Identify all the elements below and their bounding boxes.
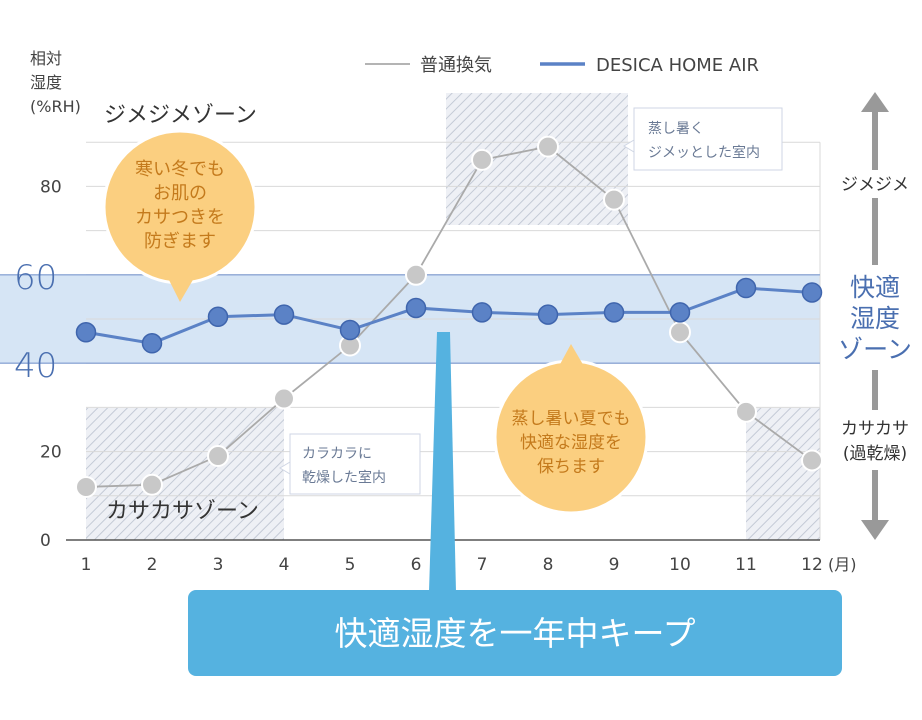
series-2-point-7 [471,302,493,323]
dry-note-tail [279,461,291,475]
x-tick-label-2: 2 [147,555,158,575]
series-2-point-1 [75,322,97,343]
summer-bubble-tail [558,344,585,368]
banner-pointer [429,332,456,592]
x-tick-label-8: 8 [543,555,554,575]
series-2-point-2 [141,333,163,354]
right-label-comfort-line-3: ゾーン [838,335,912,364]
summer-bubble-text-line-2: 快適な湿度を [520,433,622,453]
x-tick-label-11: 11 [735,555,757,575]
summer-bubble-text-line-3: 保ちます [537,457,605,477]
banner-box [188,590,842,676]
y-tick-label-40: 40 [14,346,57,386]
x-tick-label-5: 5 [345,555,356,575]
x-tick-label-7: 7 [477,555,488,575]
series-1-point-1 [75,475,97,498]
series-1-point-4 [273,387,295,410]
y-axis-title-line-1: 相対 [30,49,62,68]
bottom-zone-label: カサカサゾーン [106,499,259,524]
series-1-point-6 [405,263,427,286]
right-label-comfort-line-2: 湿度 [850,304,900,333]
x-tick-label-6: 6 [411,555,422,575]
series-line-2 [85,286,813,345]
summer-note-text-line-1: 蒸し暑く [648,121,704,137]
x-tick-label-12: 12 [801,555,823,575]
series-2-point-9 [603,302,625,323]
summer-bubble-text-line-1: 蒸し暑い夏でも [512,409,631,429]
y-tick-label-20: 20 [40,443,62,463]
arrow-down-icon [861,520,889,540]
summer-note-tail [623,139,635,153]
series-1-point-10 [669,321,691,344]
series-2-point-12 [801,282,823,303]
banner-text: 快適湿度を一年中キープ [334,614,695,653]
summer-note-text-line-2: ジメッとした室内 [648,144,760,161]
series-1-point-2 [141,473,163,496]
dry-note-text-line-2: 乾燥した室内 [302,469,386,486]
dry-zone-hatch-left [86,408,284,540]
y-axis-title-line-2: 湿度 [30,73,62,92]
winter-bubble-text-line-1: 寒い冬でも [135,159,225,180]
dry-note-text-line-1: カラカラに [302,446,372,462]
winter-bubble-tail [168,278,194,302]
dry-note-box [289,433,421,495]
series-2-point-11 [735,277,757,299]
x-tick-label-1: 1 [81,555,92,575]
winter-bubble-text-line-2: お肌の [153,183,207,204]
x-tick-label-3: 3 [213,555,224,575]
winter-bubble-text-line-4: 防ぎます [144,231,216,252]
x-tick-label-4: 4 [279,555,290,575]
winter-bubble-text-line-3: カサつきを [135,207,225,228]
legend-label-desica: DESICA HOME AIR [596,55,759,76]
right-label-dry-line-2: (過乾燥) [843,444,907,464]
right-label-comfort-line-1: 快適 [850,273,900,302]
right-label-dry-line-1: カサカサ [841,419,909,439]
y-axis-title-line-3: (%RH) [30,97,81,116]
dry-zone-hatch-right [746,408,820,540]
series-2-point-8 [537,304,559,325]
series-2-point-3 [207,306,229,328]
x-tick-label-9: 9 [609,555,620,575]
series-1-point-9 [603,188,625,211]
series-1-point-12 [801,449,823,472]
y-tick-label-80: 80 [40,177,62,197]
series-2-point-5 [339,319,361,341]
legend-label-normal: 普通換気 [420,55,492,76]
top-zone-label: ジメジメゾーン [104,103,257,128]
series-1-point-7 [471,148,493,171]
series-2-point-10 [669,302,691,323]
series-1-point-3 [207,445,229,468]
series-line-1 [85,145,813,488]
series-1-point-11 [735,400,757,423]
y-tick-label-60: 60 [14,258,57,298]
right-label-humid: ジメジメ [841,175,909,195]
series-2-point-4 [273,304,295,325]
x-axis-unit: (月) [828,555,857,574]
x-tick-label-10: 10 [669,555,691,575]
y-tick-label-0: 0 [40,531,51,551]
summer-note-box [633,107,783,171]
series-2-point-6 [405,297,427,319]
series-1-point-8 [537,135,559,158]
arrow-up-icon [861,92,889,112]
